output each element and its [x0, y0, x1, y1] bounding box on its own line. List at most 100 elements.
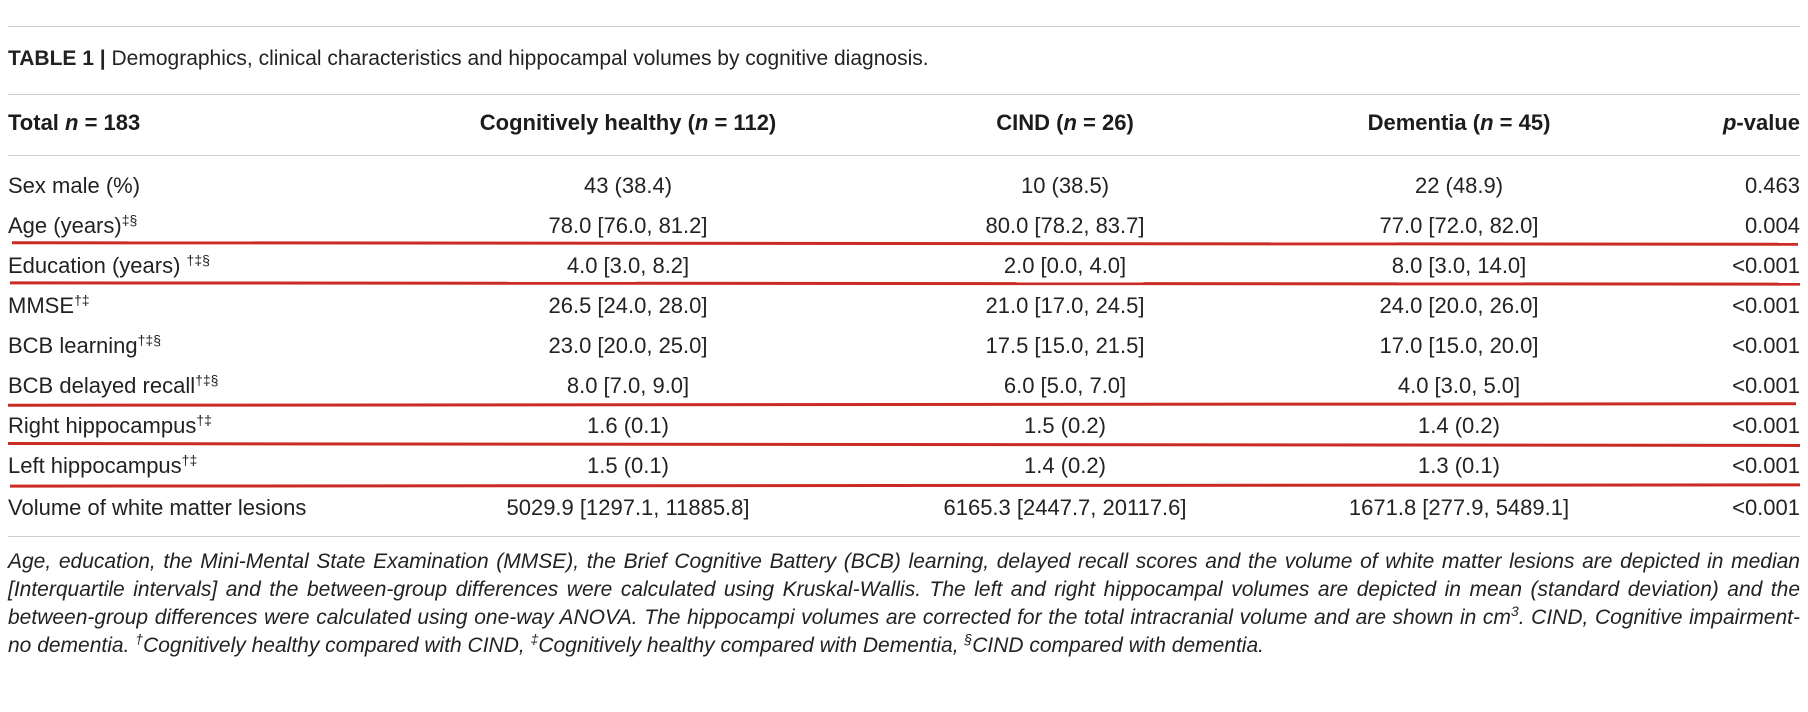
- header-healthy-suffix: = 112): [708, 110, 777, 135]
- cell-pvalue: <0.001: [1732, 293, 1800, 318]
- top-rule: [8, 26, 1800, 27]
- header-rule: [8, 155, 1800, 156]
- cell-dementia: 1671.8 [277.9, 5489.1]: [1348, 495, 1570, 520]
- row-label: BCB delayed recall†‡§: [8, 372, 218, 400]
- footnote-sup: †: [135, 631, 144, 647]
- cell-dementia: 22 (48.9): [1414, 173, 1504, 198]
- cell-cind: 6.0 [5.0, 7.0]: [1003, 373, 1127, 398]
- header-dementia-prefix: Dementia (: [1367, 110, 1481, 135]
- cell-pvalue: <0.001: [1732, 373, 1800, 398]
- footnote-text: Age, education, the Mini-Mental State Ex…: [8, 550, 1800, 629]
- cell-dementia: 1.3 (0.1): [1418, 453, 1500, 478]
- cell-cind: 6165.3 [2447.7, 20117.6]: [943, 495, 1187, 520]
- header-total-prefix: Total: [8, 110, 66, 135]
- row-label-text: Education (years): [8, 253, 187, 278]
- caption-text: Demographics, clinical characteristics a…: [105, 47, 929, 70]
- row-label-sup: †‡§: [137, 332, 161, 348]
- cell-pvalue: <0.001: [1732, 495, 1800, 520]
- cell-pvalue: 0.463: [1744, 173, 1800, 198]
- header-pvalue-p: p: [1722, 110, 1737, 135]
- header-total-n: n: [65, 110, 79, 135]
- footnote-sup: 3: [1510, 603, 1519, 619]
- header-pvalue: p-value: [1723, 110, 1800, 136]
- cell-healthy: 23.0 [20.0, 25.0]: [548, 333, 708, 358]
- row-label-text: Left hippocampus: [8, 453, 182, 478]
- row-label-sup: †‡§: [186, 252, 210, 268]
- footnote-text: Cognitively healthy compared with Dement…: [538, 634, 965, 657]
- table-caption: TABLE 1 | Demographics, clinical charact…: [8, 47, 929, 71]
- row-label-sup: ‡§: [121, 212, 138, 228]
- bottom-rule: [8, 536, 1800, 537]
- row-label: Sex male (%): [8, 172, 140, 200]
- header-dementia-suffix: = 45): [1493, 110, 1551, 135]
- row-label-sup: †‡§: [195, 372, 219, 388]
- cell-healthy: 78.0 [76.0, 81.2]: [548, 213, 708, 238]
- header-total-suffix: = 183: [78, 110, 141, 135]
- cell-cind: 17.5 [15.0, 21.5]: [985, 333, 1145, 358]
- row-label: Age (years)‡§: [8, 212, 137, 240]
- cell-cind: 1.5 (0.2): [1024, 413, 1106, 438]
- caption-label: TABLE 1 |: [8, 47, 106, 70]
- row-label-text: Sex male (%): [8, 173, 141, 198]
- row-label-text: BCB delayed recall: [8, 373, 196, 398]
- highlight-line: [7, 402, 1797, 407]
- footnote-text: Cognitively healthy compared with CIND,: [143, 634, 531, 657]
- cell-pvalue: <0.001: [1732, 333, 1800, 358]
- cell-dementia: 17.0 [15.0, 20.0]: [1379, 333, 1539, 358]
- cell-pvalue: 0.004: [1744, 213, 1800, 238]
- cell-pvalue: <0.001: [1732, 413, 1800, 438]
- caption-rule: [8, 94, 1800, 95]
- header-cind-n: n: [1063, 110, 1077, 135]
- row-label: Education (years) †‡§: [8, 252, 210, 280]
- cell-dementia: 1.4 (0.2): [1418, 413, 1500, 438]
- header-healthy-prefix: Cognitively healthy (: [479, 110, 695, 135]
- row-label: Right hippocampus†‡: [8, 412, 212, 440]
- highlight-line: [11, 241, 1799, 246]
- row-label-sup: †‡: [181, 452, 198, 468]
- cell-cind: 2.0 [0.0, 4.0]: [1003, 253, 1127, 278]
- highlight-line: [7, 442, 1801, 447]
- table-footnote: Age, education, the Mini-Mental State Ex…: [8, 548, 1800, 660]
- cell-healthy: 8.0 [7.0, 9.0]: [566, 373, 690, 398]
- highlight-line: [9, 281, 1801, 286]
- cell-cind: 80.0 [78.2, 83.7]: [985, 213, 1145, 238]
- cell-pvalue: <0.001: [1732, 453, 1800, 478]
- row-label-text: Volume of white matter lesions: [8, 495, 307, 520]
- cell-dementia: 4.0 [3.0, 5.0]: [1397, 373, 1521, 398]
- header-total: Total n = 183: [8, 110, 140, 136]
- row-label-text: MMSE: [8, 293, 74, 318]
- row-label: MMSE†‡: [8, 292, 90, 320]
- row-label-text: BCB learning: [8, 333, 138, 358]
- row-label: BCB learning†‡§: [8, 332, 161, 360]
- highlight-line: [9, 483, 1801, 488]
- row-label: Volume of white matter lesions: [8, 494, 306, 522]
- cell-cind: 1.4 (0.2): [1024, 453, 1106, 478]
- footnote-sup: §: [964, 631, 973, 647]
- cell-healthy: 26.5 [24.0, 28.0]: [548, 293, 708, 318]
- header-dementia-n: n: [1480, 110, 1494, 135]
- footnote-text: CIND compared with dementia.: [972, 634, 1264, 657]
- cell-healthy: 1.6 (0.1): [587, 413, 669, 438]
- header-dementia: Dementia (n = 45): [1368, 110, 1551, 136]
- cell-healthy: 1.5 (0.1): [587, 453, 669, 478]
- cell-pvalue: <0.001: [1732, 253, 1800, 278]
- cell-healthy: 43 (38.4): [583, 173, 673, 198]
- cell-cind: 21.0 [17.0, 24.5]: [985, 293, 1145, 318]
- cell-dementia: 24.0 [20.0, 26.0]: [1379, 293, 1539, 318]
- row-label-sup: †‡: [196, 412, 212, 428]
- cell-dementia: 77.0 [72.0, 82.0]: [1379, 213, 1539, 238]
- header-cind-prefix: CIND (: [996, 110, 1064, 135]
- row-label-text: Right hippocampus: [8, 413, 197, 438]
- cell-healthy: 5029.9 [1297.1, 11885.8]: [506, 495, 750, 520]
- cell-dementia: 8.0 [3.0, 14.0]: [1391, 253, 1527, 278]
- header-healthy-n: n: [694, 110, 709, 135]
- footnote-text: . CIND, Cognitive impairment-no dementia…: [8, 606, 1800, 657]
- footnote-sup: ‡: [530, 631, 539, 647]
- row-label-sup: †‡: [74, 292, 90, 308]
- header-pvalue-suffix: -value: [1736, 110, 1800, 135]
- header-healthy: Cognitively healthy (n = 112): [480, 110, 777, 136]
- header-cind: CIND (n = 26): [996, 110, 1134, 136]
- row-label-text: Age (years): [8, 213, 122, 238]
- header-cind-suffix: = 26): [1076, 110, 1134, 135]
